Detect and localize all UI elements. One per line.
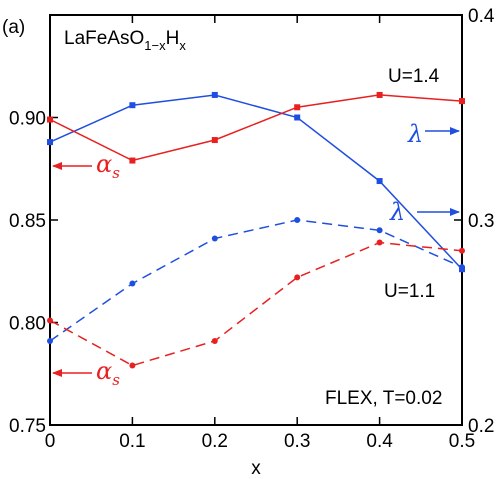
panel-label: (a) — [2, 17, 25, 38]
x-tick-label-3: 0.3 — [284, 431, 310, 452]
point-s3-3 — [294, 274, 301, 281]
point-s0-3 — [294, 114, 301, 121]
point-s2-1 — [129, 280, 136, 287]
alpha-label-upper: αs — [96, 150, 120, 182]
point-s3-2 — [211, 337, 218, 344]
y-left-tick-label-1: 0.80 — [9, 314, 46, 335]
point-s1-0 — [47, 116, 53, 123]
series-group — [47, 91, 465, 369]
chart-title: LaFeAsO1−xHx — [64, 28, 186, 53]
point-s3-0 — [47, 317, 53, 324]
point-s3-5 — [459, 247, 465, 254]
title-main: LaFeAsO — [64, 28, 144, 49]
title-sub: 1−x — [144, 38, 166, 53]
series-line-3 — [49, 241, 463, 367]
lambda-label-lower: λ — [389, 198, 405, 226]
y-right-tick-label-1: 0.3 — [468, 211, 494, 232]
title-h: H — [166, 28, 180, 49]
x-tick-label-4: 0.4 — [366, 431, 393, 452]
point-s2-0 — [47, 337, 53, 344]
x-tick-label-2: 0.2 — [202, 431, 228, 452]
alpha-sub-lower: s — [112, 371, 120, 389]
lambda-label-upper: λ — [407, 120, 423, 148]
point-s0-0 — [47, 139, 53, 146]
alpha-label-lower: αs — [96, 357, 120, 389]
point-s1-2 — [211, 137, 218, 144]
y-left-tick-label-3: 0.90 — [9, 109, 46, 130]
point-s0-2 — [211, 91, 218, 98]
alpha-symbol-lower: α — [96, 357, 112, 385]
point-s1-3 — [294, 104, 301, 111]
series-line-0 — [49, 94, 463, 270]
point-s3-4 — [376, 239, 383, 246]
x-tick-label-1: 0.1 — [119, 431, 145, 452]
y-left-tick-label-0: 0.75 — [9, 416, 46, 437]
series-line-2 — [49, 219, 463, 342]
alpha-symbol-upper: α — [96, 150, 112, 178]
annotation-u14: U=1.4 — [388, 66, 440, 87]
point-s3-1 — [129, 362, 136, 369]
annotation-u11: U=1.1 — [384, 281, 435, 302]
x-tick-label-5: 0.5 — [449, 431, 475, 452]
x-axis-label: x — [251, 458, 261, 479]
y-right-tick-label-0: 0.2 — [468, 416, 494, 437]
point-s2-4 — [376, 227, 383, 234]
annotation-flex: FLEX, T=0.02 — [325, 388, 442, 409]
axis-ticks: 0 0.1 0.2 0.3 0.4 0.5 0.75 0.80 0.85 0.90 0.2 0.3 0.… — [9, 6, 495, 452]
point-s0-1 — [129, 102, 136, 109]
y-left-tick-label-2: 0.85 — [9, 211, 46, 232]
point-s1-4 — [376, 91, 383, 98]
point-s2-5 — [459, 264, 465, 271]
point-s1-5 — [459, 98, 465, 105]
point-s0-4 — [376, 178, 383, 185]
point-s2-3 — [294, 217, 301, 223]
x-tick-label-0: 0 — [45, 431, 56, 452]
title-h-sub: x — [179, 38, 186, 53]
alpha-sub-upper: s — [112, 164, 120, 182]
point-s1-1 — [129, 157, 136, 164]
series-line-1 — [49, 94, 463, 162]
y-right-tick-label-2: 0.4 — [468, 6, 495, 27]
point-s2-2 — [211, 235, 218, 242]
